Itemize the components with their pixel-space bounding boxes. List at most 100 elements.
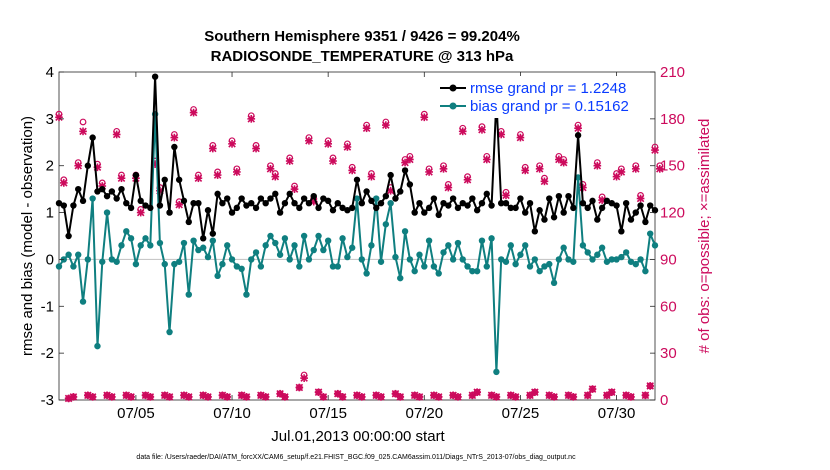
bias-marker: [228, 256, 236, 263]
obs-count-layer: [55, 106, 664, 403]
obs-assimilated-marker: [208, 144, 217, 153]
rmse-marker: [185, 218, 192, 226]
rmse-marker: [401, 167, 409, 174]
bias-marker: [560, 244, 567, 251]
bias-marker: [142, 235, 149, 242]
bias-marker: [425, 237, 433, 244]
bias-marker: [373, 195, 380, 202]
obs-assimilated-marker: [232, 168, 241, 176]
bias-marker: [618, 253, 625, 261]
obs-assimilated-marker: [242, 393, 251, 401]
bias-marker: [449, 256, 457, 263]
obs-assimilated-marker: [559, 158, 568, 167]
bias-marker: [469, 267, 476, 275]
bias-marker: [430, 263, 438, 270]
rmse-marker: [594, 216, 601, 223]
obs-assimilated-marker: [550, 393, 558, 401]
bias-marker: [334, 263, 341, 270]
bias-marker: [522, 242, 529, 249]
rmse-marker: [166, 209, 173, 216]
bias-marker: [541, 263, 548, 270]
obs-assimilated-marker: [607, 388, 616, 397]
obs-assimilated-marker: [252, 144, 260, 153]
rmse-marker: [151, 73, 159, 80]
bias-marker: [464, 263, 471, 270]
rmse-marker: [502, 200, 510, 207]
legend: rmse grand pr = 1.2248 bias grand pr = 0…: [436, 76, 654, 118]
rmse-marker: [373, 204, 380, 212]
rmse-marker: [646, 202, 654, 209]
obs-assimilated-marker: [492, 393, 501, 401]
obs-assimilated-marker: [651, 146, 659, 154]
rmse-marker: [531, 228, 539, 235]
bias-marker: [286, 256, 293, 263]
obs-assimilated-marker: [362, 124, 371, 133]
y-tick-label-left: -3: [41, 392, 54, 409]
bias-marker: [497, 256, 505, 263]
rmse-marker: [541, 216, 548, 223]
plot-area: [58, 71, 656, 401]
legend-bias-marker: [449, 102, 457, 110]
obs-assimilated-marker: [511, 393, 520, 401]
bias-marker: [219, 260, 226, 268]
bias-marker: [435, 270, 442, 277]
rmse-marker: [430, 195, 438, 202]
obs-assimilated-marker: [458, 127, 467, 136]
rmse-marker: [214, 190, 221, 198]
obs-assimilated-marker: [170, 133, 179, 142]
rmse-marker: [387, 171, 394, 179]
obs-assimilated-marker: [627, 393, 635, 401]
bias-marker: [243, 291, 250, 298]
bias-marker: [565, 256, 572, 263]
bias-marker: [118, 242, 125, 249]
rmse-marker: [440, 200, 447, 207]
obs-assimilated-marker: [79, 127, 87, 136]
series-layer: [55, 73, 659, 376]
x-tick-label: 07/20: [406, 405, 444, 422]
rmse-marker: [190, 200, 197, 207]
obs-assimilated-marker: [175, 200, 184, 209]
obs-assimilated-marker: [88, 393, 97, 401]
rmse-marker: [252, 204, 260, 212]
rmse-marker: [243, 202, 250, 209]
rmse-marker: [550, 214, 558, 221]
y-tick-label-left: 3: [46, 111, 54, 128]
rmse-marker: [94, 188, 101, 195]
rmse-marker: [248, 200, 255, 207]
rmse-marker: [522, 209, 529, 216]
bias-marker: [377, 258, 385, 265]
bias-marker: [637, 256, 644, 263]
obs-assimilated-marker: [593, 161, 602, 170]
rmse-marker: [397, 188, 404, 195]
rmse-marker: [320, 195, 327, 202]
obs-assimilated-marker: [189, 108, 198, 117]
obs-assimilated-marker: [305, 136, 313, 145]
bias-marker: [305, 256, 313, 263]
y-tick-label-left: -2: [41, 345, 54, 362]
bias-marker: [291, 242, 298, 249]
rmse-marker: [103, 192, 111, 200]
obs-assimilated-marker: [295, 383, 304, 392]
bias-marker: [195, 246, 202, 254]
obs-assimilated-marker: [261, 393, 270, 401]
legend-rmse-marker: [449, 84, 457, 92]
bias-marker: [646, 230, 654, 237]
rmse-marker: [300, 195, 308, 202]
obs-assimilated-marker: [463, 175, 472, 184]
bias-marker: [257, 263, 265, 270]
obs-assimilated-marker: [415, 393, 424, 401]
obs-assimilated-marker: [108, 393, 116, 401]
obs-assimilated-marker: [482, 155, 491, 164]
obs-assimilated-marker: [631, 164, 640, 173]
obs-assimilated-marker: [276, 389, 284, 398]
obs-assimilated-marker: [213, 171, 222, 179]
bias-marker: [397, 274, 404, 282]
bias-marker: [248, 256, 255, 263]
rmse-marker: [488, 202, 495, 209]
obs-assimilated-marker: [646, 382, 655, 390]
rmse-marker: [108, 188, 116, 195]
rmse-marker: [358, 200, 366, 207]
rmse-marker: [608, 200, 615, 207]
rmse-marker: [445, 202, 452, 209]
